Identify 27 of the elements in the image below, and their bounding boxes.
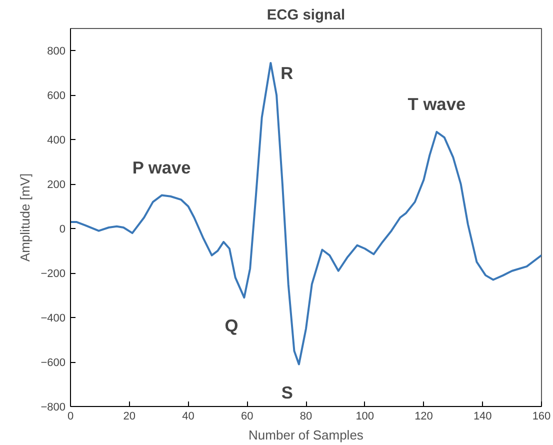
chart-title: ECG signal [266, 8, 346, 24]
x-tick-label: 120 [414, 410, 433, 422]
y-tick-label: 200 [47, 179, 66, 192]
x-tick-label: 60 [241, 410, 254, 422]
y-axis-title: Amplitude [mV] [18, 173, 33, 262]
y-tick-label: 400 [47, 134, 66, 147]
x-tick-label: 80 [300, 410, 312, 422]
y-tick-label: −200 [40, 268, 66, 280]
y-tick-label: 0 [59, 224, 66, 236]
x-tick-label: 40 [182, 410, 194, 422]
y-tick-label: −600 [40, 357, 66, 370]
x-tick-label: 100 [356, 410, 374, 422]
y-tick-label: 600 [47, 90, 66, 102]
x-tick-label: 20 [123, 410, 136, 422]
y-tick-label: 800 [47, 46, 66, 58]
x-axis-title: Number of Samples [248, 428, 364, 442]
annotation: P wave [132, 157, 192, 178]
x-tick-label: 160 [532, 410, 551, 422]
annotation: R [280, 62, 294, 83]
x-tick-label: 0 [67, 410, 74, 422]
line-series [70, 62, 542, 366]
annotation: Q [224, 316, 238, 336]
y-tick-label: −400 [40, 312, 66, 325]
y-tick-label: −800 [40, 402, 66, 414]
x-tick-label: 140 [473, 410, 492, 422]
annotation: T wave [408, 94, 466, 114]
annotation: S [281, 382, 293, 402]
